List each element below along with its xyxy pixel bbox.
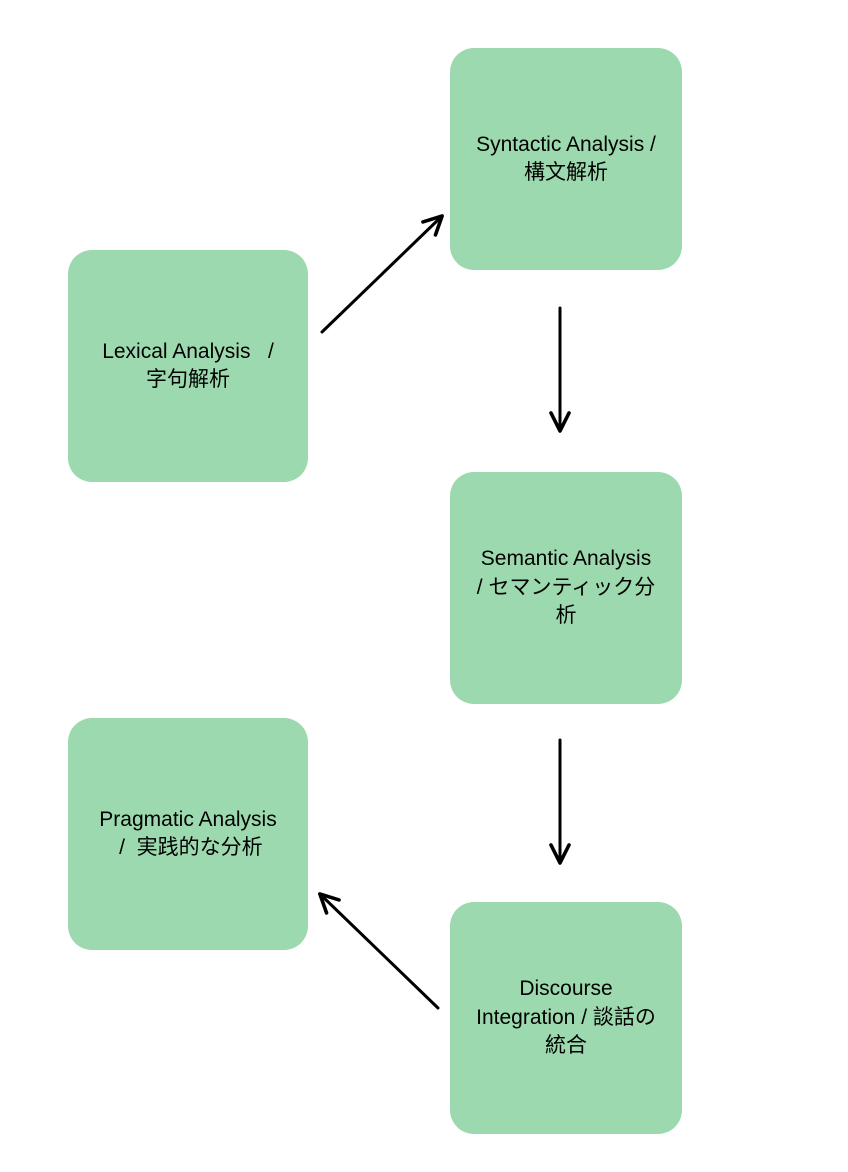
edges-layer	[0, 0, 848, 1172]
flowchart-edge-lexical-to-syntactic	[322, 218, 440, 332]
flowchart-node-label: Semantic Analysis / セマンティック分 析	[477, 545, 655, 630]
flowchart-node-discourse: Discourse Integration / 談話の 統合	[450, 902, 682, 1134]
flowchart-node-semantic: Semantic Analysis / セマンティック分 析	[450, 472, 682, 704]
flowchart-node-label: Lexical Analysis / 字句解析	[102, 338, 274, 395]
flowchart-node-label: Discourse Integration / 談話の 統合	[476, 975, 656, 1060]
flowchart-node-pragmatic: Pragmatic Analysis / 実践的な分析	[68, 718, 308, 950]
flowchart-node-syntactic: Syntactic Analysis / 構文解析	[450, 48, 682, 270]
flowchart-node-label: Pragmatic Analysis / 実践的な分析	[99, 806, 276, 863]
flowchart-node-lexical: Lexical Analysis / 字句解析	[68, 250, 308, 482]
flowchart-edge-discourse-to-pragmatic	[322, 896, 438, 1008]
flowchart-node-label: Syntactic Analysis / 構文解析	[476, 131, 656, 188]
